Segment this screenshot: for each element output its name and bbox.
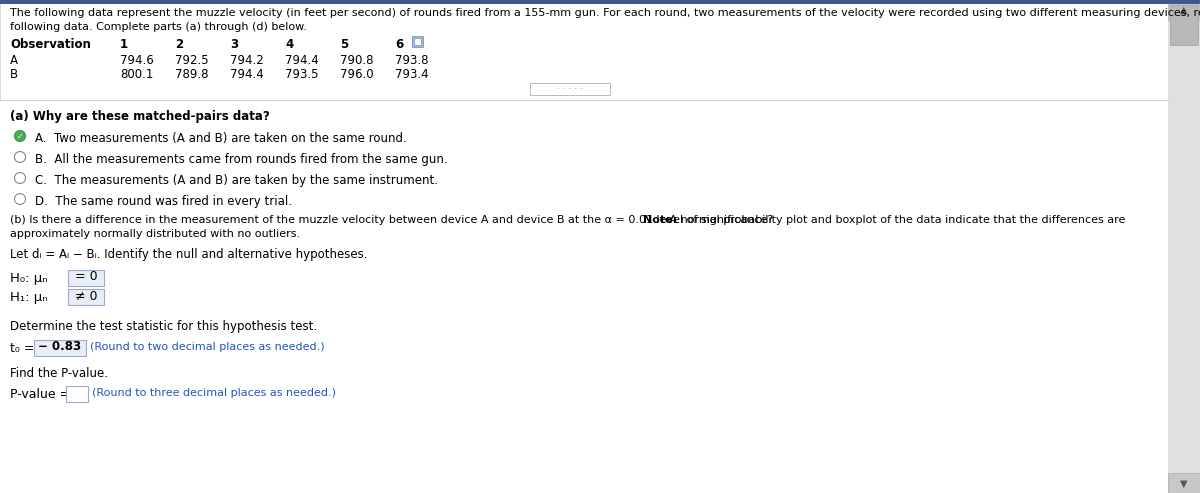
Text: t₀ =: t₀ = — [10, 342, 38, 355]
Text: 794.2: 794.2 — [230, 54, 264, 67]
Text: 793.8: 793.8 — [395, 54, 428, 67]
Text: 793.5: 793.5 — [286, 68, 318, 81]
Bar — [414, 38, 421, 45]
Text: 3: 3 — [230, 38, 238, 51]
Text: (a) Why are these matched-pairs data?: (a) Why are these matched-pairs data? — [10, 110, 270, 123]
Text: Find the P-value.: Find the P-value. — [10, 367, 108, 380]
Text: The following data represent the muzzle velocity (in feet per second) of rounds : The following data represent the muzzle … — [10, 8, 1200, 18]
Bar — [0, 0, 1168, 100]
Text: D.  The same round was fired in every trial.: D. The same round was fired in every tri… — [35, 195, 292, 208]
Text: 796.0: 796.0 — [340, 68, 373, 81]
Text: 2: 2 — [175, 38, 184, 51]
Text: B: B — [10, 68, 18, 81]
Bar — [412, 36, 424, 47]
Text: 5: 5 — [340, 38, 348, 51]
Text: (Round to two decimal places as needed.): (Round to two decimal places as needed.) — [90, 342, 325, 352]
Text: B.  All the measurements came from rounds fired from the same gun.: B. All the measurements came from rounds… — [35, 153, 448, 166]
Circle shape — [14, 131, 25, 141]
Text: = 0: = 0 — [74, 271, 97, 283]
Text: 800.1: 800.1 — [120, 68, 154, 81]
Text: 6: 6 — [395, 38, 403, 51]
Text: − 0.83: − 0.83 — [38, 341, 82, 353]
Bar — [1170, 5, 1198, 45]
Bar — [68, 270, 104, 286]
Bar — [1168, 0, 1200, 493]
Text: Let dᵢ = Aᵢ − Bᵢ. Identify the null and alternative hypotheses.: Let dᵢ = Aᵢ − Bᵢ. Identify the null and … — [10, 248, 367, 261]
Text: 794.6: 794.6 — [120, 54, 154, 67]
Bar — [34, 340, 86, 356]
Bar — [1168, 0, 1200, 20]
Text: 789.8: 789.8 — [175, 68, 209, 81]
Text: Observation: Observation — [10, 38, 91, 51]
Text: 4: 4 — [286, 38, 293, 51]
Bar — [68, 289, 104, 305]
Text: Determine the test statistic for this hypothesis test.: Determine the test statistic for this hy… — [10, 320, 317, 333]
Text: H₀: μₙ: H₀: μₙ — [10, 272, 48, 285]
Circle shape — [14, 151, 25, 163]
Circle shape — [14, 193, 25, 205]
Text: H₁: μₙ: H₁: μₙ — [10, 291, 48, 304]
Text: C.  The measurements (A and B) are taken by the same instrument.: C. The measurements (A and B) are taken … — [35, 174, 438, 187]
Text: 1: 1 — [120, 38, 128, 51]
Text: 794.4: 794.4 — [286, 54, 319, 67]
Text: A.  Two measurements (A and B) are taken on the same round.: A. Two measurements (A and B) are taken … — [35, 132, 407, 145]
Text: Note:: Note: — [643, 215, 677, 225]
Text: ▼: ▼ — [1181, 479, 1188, 489]
Text: ▲: ▲ — [1181, 5, 1188, 15]
Text: 790.8: 790.8 — [340, 54, 373, 67]
Text: ✓: ✓ — [17, 132, 23, 141]
Bar — [0, 100, 1168, 493]
Bar — [0, 0, 1200, 4]
Text: ≠ 0: ≠ 0 — [74, 289, 97, 303]
Text: (Round to three decimal places as needed.): (Round to three decimal places as needed… — [92, 388, 336, 398]
Text: A: A — [10, 54, 18, 67]
Bar — [66, 386, 88, 402]
Text: 793.4: 793.4 — [395, 68, 428, 81]
Text: · · · · ·: · · · · · — [557, 84, 583, 94]
Text: P-value =: P-value = — [10, 388, 74, 401]
Bar — [530, 83, 610, 95]
Circle shape — [14, 173, 25, 183]
Text: 792.5: 792.5 — [175, 54, 209, 67]
Text: A normal probability plot and boxplot of the data indicate that the differences : A normal probability plot and boxplot of… — [666, 215, 1126, 225]
Text: following data. Complete parts (a) through (d) below.: following data. Complete parts (a) throu… — [10, 22, 307, 32]
Bar — [1168, 473, 1200, 493]
Text: approximately normally distributed with no outliers.: approximately normally distributed with … — [10, 229, 300, 239]
Text: 794.4: 794.4 — [230, 68, 264, 81]
Text: (b) Is there a difference in the measurement of the muzzle velocity between devi: (b) Is there a difference in the measure… — [10, 215, 776, 225]
